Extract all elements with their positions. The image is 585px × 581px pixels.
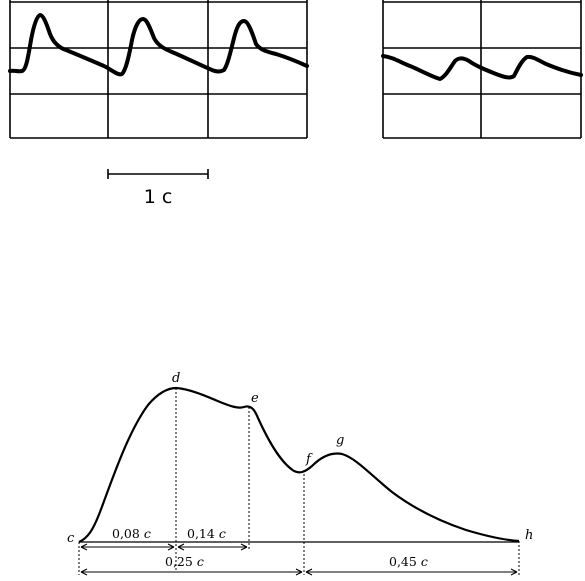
interval-cd-unit: с (144, 526, 151, 541)
point-label-f: f (305, 452, 313, 467)
oscillogram-left-trace (8, 13, 309, 77)
pulse-wave-diagram: c d e f g h 0,08 с 0,14 с 0,25 с (67, 371, 533, 576)
interval-label-de: 0,14 с (187, 526, 226, 541)
interval-label-fh: 0,45 с (389, 554, 428, 569)
interval-label-cf: 0,25 с (165, 554, 204, 569)
interval-fh-unit: с (421, 554, 428, 569)
point-label-c: c (67, 531, 75, 546)
point-label-h: h (525, 528, 533, 543)
oscillogram-right-grid (382, 0, 582, 139)
interval-fh-value: 0,45 (389, 554, 417, 569)
interval-label-cd: 0,08 с (112, 526, 151, 541)
oscillogram-right-panel (381, 0, 583, 139)
pulse-wave-curve (78, 386, 520, 544)
oscillogram-left-panel (8, 0, 309, 139)
interval-de-unit: с (219, 526, 226, 541)
scale-bar-label: 1 с (144, 186, 173, 208)
interval-cd-value: 0,08 (112, 526, 140, 541)
oscillogram-left-grid (9, 0, 308, 139)
dimension-arrows-lower (80, 568, 518, 576)
dimension-arrows-upper (80, 543, 248, 551)
interval-cf-value: 0,25 (165, 554, 193, 569)
oscillogram-right-trace (381, 54, 583, 81)
point-label-e: e (251, 391, 259, 406)
interval-de-value: 0,14 (187, 526, 215, 541)
point-label-d: d (172, 371, 180, 386)
scale-bar: 1 с (107, 169, 209, 208)
interval-cf-unit: с (197, 554, 204, 569)
dotted-guides (78, 388, 520, 575)
point-label-g: g (336, 433, 344, 448)
